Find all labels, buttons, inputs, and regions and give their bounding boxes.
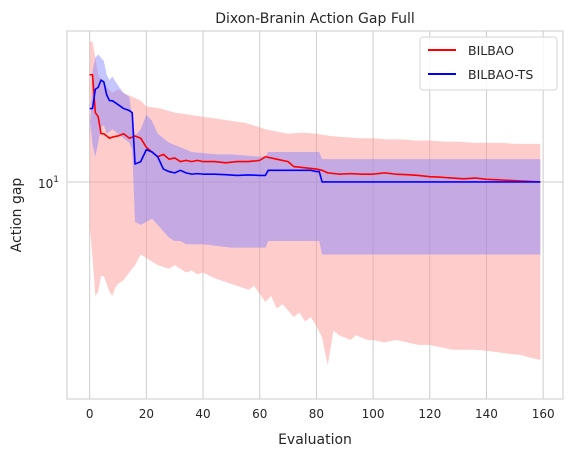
bilbao-ts-band	[89, 54, 541, 255]
bilbao-band	[89, 41, 541, 366]
series-lines	[89, 73, 541, 183]
x-tick-labels: 0 20 40 60 80 100 120 140 160	[86, 407, 555, 421]
x-tick-label: 100	[362, 407, 385, 421]
legend-label-bilbao-ts: BILBAO-TS	[468, 67, 533, 82]
plot-frame	[66, 30, 564, 400]
x-tick-label: 120	[418, 407, 441, 421]
chart-title: Dixon-Branin Action Gap Full	[215, 11, 415, 27]
x-tick-label: 40	[195, 407, 210, 421]
x-tick-label: 80	[309, 407, 324, 421]
x-tick-label: 160	[532, 407, 555, 421]
x-tick-label: 20	[139, 407, 154, 421]
y-tick-label: 101	[38, 175, 59, 191]
x-tick-label: 60	[252, 407, 267, 421]
bilbao-ts-line	[89, 79, 541, 183]
x-axis-label: Evaluation	[278, 432, 352, 448]
confidence-bands	[89, 41, 541, 366]
legend-label-bilbao: BILBAO	[468, 43, 514, 58]
x-tick-label: 0	[86, 407, 94, 421]
y-tick-labels: 101	[38, 175, 59, 191]
x-tick-label: 140	[475, 407, 498, 421]
legend: BILBAO BILBAO-TS	[419, 36, 558, 91]
bilbao-line	[89, 73, 541, 183]
y-axis-label: Action gap	[9, 178, 25, 253]
